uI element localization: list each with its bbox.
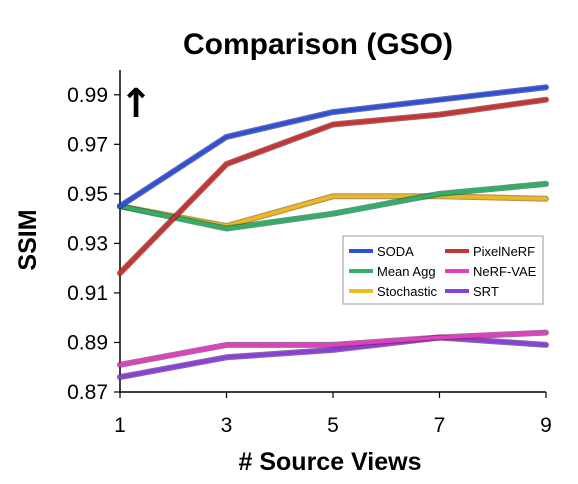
- x-tick-label: 1: [114, 414, 126, 437]
- series-line-mean-agg: [118, 182, 548, 231]
- y-axis-label: SSIM: [14, 209, 42, 270]
- series-line-srt: [118, 335, 548, 379]
- series-line-soda: [118, 85, 548, 208]
- x-axis-label: # Source Views: [239, 448, 422, 476]
- legend: SODA PixelNeRF Mean Agg NeRF-VAE Stochastic S…: [342, 235, 544, 305]
- legend-box: [342, 235, 544, 305]
- y-tick-label: 0.89: [67, 331, 108, 354]
- y-tick-label: 0.95: [67, 183, 108, 206]
- legend-label-pixelnerf: PixelNeRF: [473, 244, 535, 259]
- y-tick-label: 0.91: [67, 282, 108, 305]
- x-tick-label: 3: [221, 414, 233, 437]
- legend-label-stochastic: Stochastic: [377, 284, 437, 299]
- legend-label-soda: SODA: [377, 244, 414, 259]
- x-tick-label: 5: [327, 414, 339, 437]
- y-tick-label: 0.99: [67, 84, 108, 107]
- series-line-nerf-vae: [118, 330, 548, 367]
- legend-label-mean-agg: Mean Agg: [377, 264, 436, 279]
- chart-title: Comparison (GSO): [183, 28, 453, 61]
- y-tick-label: 0.97: [67, 133, 108, 156]
- y-tick-label: 0.93: [67, 232, 108, 255]
- series-line-pixelnerf: [118, 97, 548, 275]
- legend-label-nerf-vae: NeRF-VAE: [473, 264, 537, 279]
- up-arrow-icon: ↑: [119, 81, 153, 127]
- x-tick-label: 7: [434, 414, 446, 437]
- y-tick-label: 0.87: [67, 381, 108, 404]
- x-tick-label: 9: [540, 414, 552, 437]
- plot-area: 0.87 0.89 0.91 0.93 0.95 0.97 0.99 1 3 5 7 9: [67, 70, 552, 437]
- legend-label-srt: SRT: [473, 284, 499, 299]
